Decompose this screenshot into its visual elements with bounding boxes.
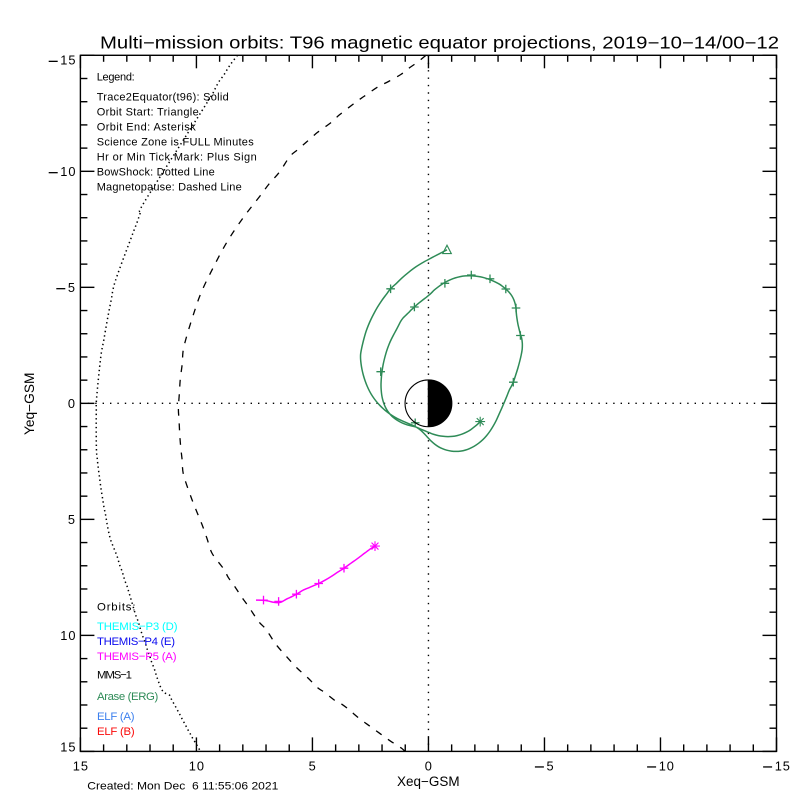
svg-text:ELF (B): ELF (B) <box>97 726 135 738</box>
svg-text:Yeq−GSM: Yeq−GSM <box>22 373 37 436</box>
svg-text:15: 15 <box>60 739 75 754</box>
svg-text:Hr or Min Tick Mark: Plus Sign: Hr or Min Tick Mark: Plus Sign <box>97 152 257 164</box>
svg-text:10: 10 <box>659 758 674 773</box>
svg-text:15: 15 <box>775 758 790 773</box>
svg-text:Arase (ERG): Arase (ERG) <box>97 691 159 703</box>
svg-text:ELF (A): ELF (A) <box>97 711 135 723</box>
svg-text:Magnetopause: Dashed Line: Magnetopause: Dashed Line <box>97 182 242 194</box>
svg-text:Multi−mission orbits: T96 magn: Multi−mission orbits: T96 magnetic equat… <box>100 32 779 52</box>
svg-text:Orbit End: Asterisk: Orbit End: Asterisk <box>97 122 197 134</box>
svg-text:0: 0 <box>425 758 432 773</box>
svg-text:10: 10 <box>189 758 204 773</box>
svg-text:Orbits:: Orbits: <box>97 602 136 614</box>
svg-text:Trace2Equator(t96): Solid: Trace2Equator(t96): Solid <box>97 92 229 104</box>
svg-text:5: 5 <box>68 280 75 295</box>
svg-text:5: 5 <box>68 512 75 527</box>
svg-text:10: 10 <box>60 628 75 643</box>
svg-text:Created: Mon Dec 6 11:55:06 2: Created: Mon Dec 6 11:55:06 2021 <box>87 781 278 793</box>
svg-text:Legend:: Legend: <box>97 72 135 84</box>
svg-text:0: 0 <box>68 396 75 411</box>
svg-text:MMS−1: MMS−1 <box>97 670 132 682</box>
svg-text:5: 5 <box>309 758 316 773</box>
svg-text:15: 15 <box>73 758 88 773</box>
svg-text:BowShock: Dotted Line: BowShock: Dotted Line <box>97 167 215 179</box>
svg-text:Science Zone is FULL Minutes: Science Zone is FULL Minutes <box>97 137 255 149</box>
svg-text:10: 10 <box>60 164 75 179</box>
svg-text:15: 15 <box>60 53 75 68</box>
svg-text:THEMIS−P5 (A): THEMIS−P5 (A) <box>97 651 177 663</box>
svg-text:Orbit Start: Triangle: Orbit Start: Triangle <box>97 107 199 119</box>
svg-text:THEMIS−P4 (E): THEMIS−P4 (E) <box>97 636 175 648</box>
svg-text:Xeq−GSM: Xeq−GSM <box>397 774 460 789</box>
svg-text:THEMIS−P3 (D): THEMIS−P3 (D) <box>97 621 178 633</box>
svg-text:5: 5 <box>547 758 554 773</box>
